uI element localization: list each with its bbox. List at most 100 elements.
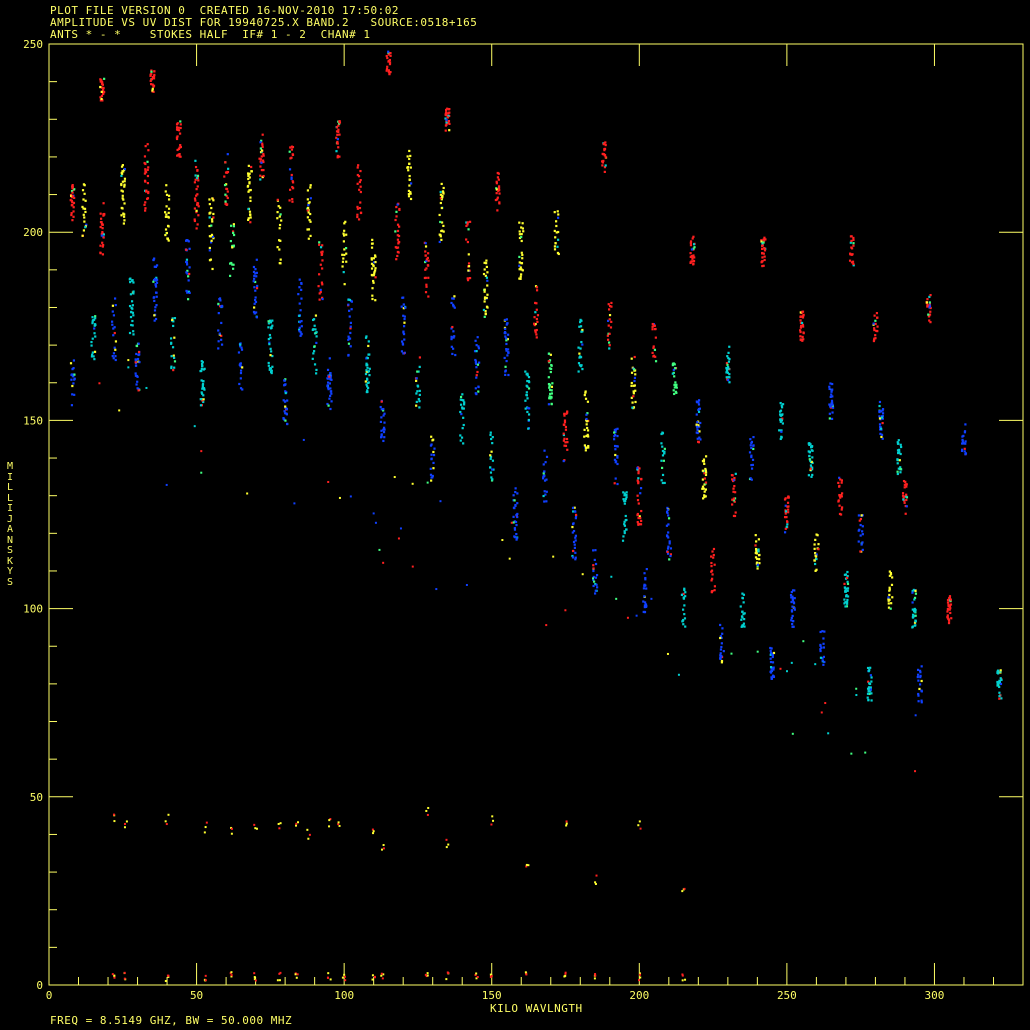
- data-point-77-8: [638, 515, 641, 518]
- data-point-114-2: [911, 590, 914, 593]
- sparse-point-3: [730, 652, 733, 655]
- data-point-59-1: [507, 373, 510, 377]
- data-point-24-26: [247, 173, 250, 177]
- data-point-90-6: [733, 484, 736, 488]
- data-point-81-19: [667, 536, 670, 539]
- data-point-48-2: [427, 259, 430, 262]
- data-point-59-9: [505, 359, 508, 363]
- data-point-66-3: [556, 245, 559, 248]
- data-point-10-15: [145, 189, 148, 192]
- data-point-21-18: [224, 161, 227, 164]
- data-point-68-7: [572, 510, 575, 513]
- data-point-109-11: [873, 327, 876, 330]
- data-point-77-26: [636, 466, 639, 470]
- data-point-10-4: [144, 145, 147, 148]
- data-point-54-7: [467, 262, 471, 265]
- data-point-101-4: [814, 552, 817, 555]
- data-point-38-4: [349, 321, 352, 324]
- data-point-29-20: [284, 405, 287, 408]
- data-point-25-18: [252, 265, 256, 269]
- data-point-33-12: [313, 350, 316, 353]
- data-point-78-8: [644, 584, 647, 587]
- data-point-11-8: [152, 90, 155, 93]
- data-point-93-16: [755, 540, 758, 543]
- data-point-98-18: [790, 600, 793, 604]
- data-point-28-9: [279, 213, 282, 216]
- data-point-42-7: [382, 428, 385, 431]
- data-point-86-14: [701, 487, 704, 490]
- data-point-110-22: [881, 412, 885, 415]
- data-point-64-8: [545, 490, 548, 493]
- data-point-3-18: [90, 355, 94, 358]
- data-point-35-6: [329, 374, 333, 377]
- data-point-105-4: [845, 605, 849, 608]
- data-point-111-10: [888, 588, 891, 591]
- data-point-0-12: [71, 187, 74, 190]
- data-point-26-21: [259, 158, 262, 161]
- data-point-114-22: [912, 588, 915, 592]
- data-point-115-3: [917, 694, 920, 697]
- data-point-57-6: [492, 468, 495, 471]
- data-point-93-23: [756, 563, 760, 566]
- data-point-21-17: [226, 190, 229, 193]
- data-point-84-12: [693, 256, 696, 259]
- data-point-39-15: [359, 179, 362, 182]
- data-point-89-18: [727, 360, 731, 363]
- data-point-17-26: [194, 178, 197, 181]
- data-point-96-2: [781, 422, 784, 425]
- data-point-10-18: [147, 149, 150, 152]
- data-point-15-10: [177, 147, 181, 150]
- data-point-25-23: [255, 275, 258, 278]
- data-point-4-26: [101, 227, 104, 230]
- data-point-108-13: [868, 692, 871, 696]
- data-point-117-24: [950, 617, 953, 620]
- data-point-16-2: [186, 291, 189, 294]
- data-point-12-14: [153, 257, 156, 260]
- data-point-98-6: [791, 589, 795, 592]
- data-point-74-11: [613, 458, 617, 461]
- data-point-97-21: [783, 516, 787, 519]
- data-point-29-26: [282, 399, 285, 402]
- data-point-61-22: [520, 226, 523, 229]
- data-point-42-20: [382, 407, 385, 411]
- data-point-13-15: [165, 193, 169, 196]
- data-point-3-14: [93, 323, 97, 326]
- data-point-22-15: [231, 230, 235, 233]
- data-point-15-12: [178, 146, 181, 149]
- data-point-26-12: [259, 147, 262, 150]
- data-point-85-4: [697, 424, 700, 427]
- data-point-12-27: [154, 278, 157, 282]
- data-point-70-23: [585, 446, 588, 450]
- data-point-16-1: [187, 298, 190, 301]
- data-point-14-9: [170, 366, 173, 370]
- data-point-52-12: [452, 297, 455, 300]
- data-point-117-23: [946, 601, 950, 604]
- data-point-106-18: [850, 253, 853, 256]
- data-point-16-16: [185, 271, 188, 274]
- data-point-48-0: [427, 276, 430, 279]
- data-point-63-16: [535, 302, 538, 305]
- data-point-105-25: [846, 587, 850, 590]
- data-point-72-4: [603, 166, 607, 169]
- data-point-13-21: [165, 231, 169, 235]
- data-point-45-21: [401, 296, 404, 299]
- data-point-97-24: [784, 512, 787, 515]
- data-point-32-2: [309, 212, 312, 216]
- data-point-17-12: [193, 218, 196, 221]
- data-point-92-4: [752, 435, 755, 439]
- data-point-41-27: [370, 267, 374, 270]
- data-point-1-12: [71, 375, 74, 378]
- zero-point-19-2: [639, 976, 642, 979]
- data-point-105-24: [844, 605, 847, 608]
- data-point-4-20: [100, 234, 103, 237]
- data-point-69-16: [579, 325, 583, 328]
- data-point-70-9: [583, 444, 586, 447]
- data-point-44-5: [395, 210, 398, 213]
- data-point-62-24: [526, 379, 529, 383]
- sparse-point-37: [338, 496, 341, 499]
- zero-point-9-1: [344, 979, 347, 982]
- data-point-9-7: [137, 387, 140, 391]
- data-point-11-21: [151, 89, 154, 92]
- data-point-91-15: [741, 625, 744, 628]
- data-point-106-12: [852, 236, 855, 240]
